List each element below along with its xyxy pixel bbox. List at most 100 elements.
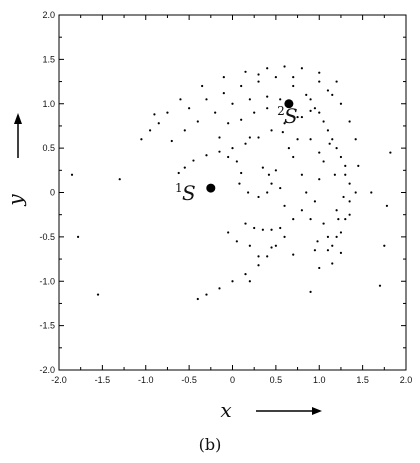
scatter-point — [344, 164, 347, 167]
scatter-point — [266, 255, 269, 258]
scatter-point — [378, 284, 382, 287]
y-axis: 2.0 1.5 1.0 0.5 0 -0.5 -1.0 -1.5 -2.0 — [39, 10, 406, 375]
x-tick-label: 2.0 — [400, 375, 413, 385]
scatter-point — [326, 129, 330, 132]
fixed-points: 1 S2 S — [175, 99, 298, 205]
x-tick-label: -2.0 — [51, 375, 67, 385]
scatter-point — [179, 98, 182, 101]
scatter-point — [227, 231, 230, 234]
x-tick-label: 1.0 — [313, 375, 326, 385]
scatter-point — [218, 136, 221, 139]
scatter-point — [248, 244, 251, 247]
scatter-point — [248, 280, 251, 283]
x-tick-label: 1.5 — [356, 375, 369, 385]
scatter-point — [118, 178, 121, 181]
scatter-point — [257, 264, 260, 267]
scatter-point — [274, 76, 277, 79]
scatter-point — [177, 171, 180, 175]
scatter-point — [354, 191, 357, 194]
scatter-point — [339, 231, 343, 234]
scatter-point — [270, 228, 273, 231]
scatter-point — [153, 113, 156, 116]
y-axis-label-group: y — [3, 113, 27, 207]
y-tick-label: 0.5 — [42, 143, 55, 153]
scatter-point — [337, 218, 340, 221]
scatter-point — [270, 246, 273, 249]
y-axis-label: y — [3, 194, 27, 207]
scatter-point — [266, 95, 269, 98]
scatter-point — [333, 173, 336, 176]
scatter-point — [244, 142, 247, 145]
y-tick-label: -2.0 — [39, 365, 55, 375]
x-axis-label-group: x — [220, 398, 322, 422]
scatter-point — [300, 209, 303, 212]
scatter-point — [248, 136, 251, 139]
y-tick-label: 2.0 — [42, 10, 55, 20]
scatter-point — [335, 209, 338, 212]
scatter-point — [283, 235, 286, 238]
scatter-point — [218, 150, 221, 153]
scatter-point — [305, 93, 308, 96]
scatter-point — [339, 155, 343, 159]
scatter-point — [339, 102, 343, 105]
scatter-point — [342, 195, 345, 199]
scatter-point — [266, 67, 269, 70]
scatter-point — [300, 115, 303, 119]
scatter-point — [322, 120, 325, 123]
scatter-point — [183, 129, 186, 132]
scatter-point — [261, 228, 264, 231]
scatter-point — [322, 160, 325, 163]
scatter-point — [205, 293, 208, 296]
scatter-point — [227, 155, 230, 159]
x-tick-label: 0.5 — [270, 375, 283, 385]
fixed-point-superscript: 2 — [277, 104, 285, 118]
scatter-point — [326, 249, 330, 252]
scatter-point — [318, 266, 321, 270]
scatter-point — [292, 76, 295, 79]
scatter-point — [170, 139, 173, 143]
x-axis-arrowhead-icon — [312, 407, 322, 415]
scatter-point — [357, 164, 360, 167]
scatter-point — [339, 251, 343, 254]
scatter-point — [253, 226, 256, 230]
scatter-point — [292, 84, 295, 88]
scatter-point — [248, 98, 251, 101]
scatter-point — [328, 142, 331, 145]
scatter-point — [309, 138, 312, 141]
scatter-point — [266, 107, 269, 110]
scatter-point — [370, 191, 373, 194]
y-tick-label: -0.5 — [39, 232, 55, 242]
scatter-point — [335, 147, 338, 150]
y-tick-label: 0 — [50, 188, 55, 198]
scatter-point — [70, 173, 74, 176]
scatter-point — [300, 173, 303, 176]
x-axis-label: x — [220, 398, 231, 422]
scatter-point — [318, 178, 321, 181]
scatter-point — [331, 262, 334, 265]
fixed-point-marker — [206, 183, 216, 193]
scatter-point — [283, 122, 286, 125]
x-tick-label: -1.5 — [95, 375, 111, 385]
scatter-point — [253, 111, 256, 114]
scatter-point — [331, 244, 334, 247]
scatter-point — [240, 84, 243, 88]
scatter-point — [183, 166, 186, 169]
scatter-point — [279, 226, 282, 230]
scatter-point — [205, 154, 208, 157]
scatter-point — [140, 138, 143, 141]
scatter-point — [192, 159, 195, 162]
scatter-point — [270, 129, 273, 132]
x-tick-label: -0.5 — [181, 375, 197, 385]
scatter-point — [257, 80, 260, 83]
scatter-point — [166, 111, 169, 114]
scatter-point — [309, 218, 312, 221]
scatter-point — [76, 235, 80, 238]
scatter-point — [247, 191, 250, 194]
scatter-point — [283, 204, 286, 207]
scatter-point — [322, 222, 325, 225]
scatter-point — [257, 195, 260, 199]
y-tick-label: -1.5 — [39, 321, 55, 331]
scatter-point — [383, 244, 386, 247]
scatter-point — [270, 182, 273, 185]
